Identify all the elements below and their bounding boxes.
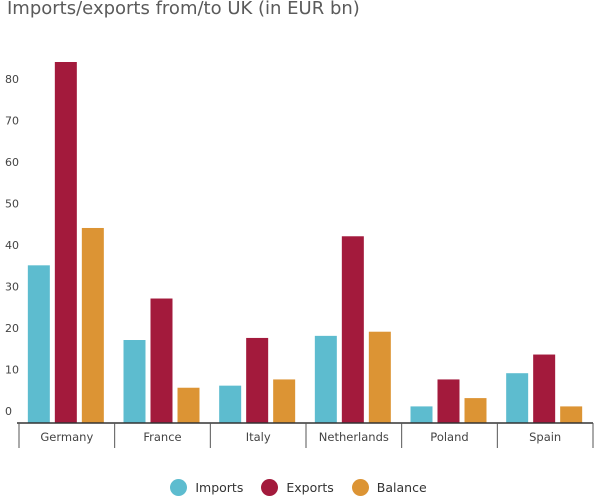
x-tick-label: Spain <box>529 430 561 444</box>
legend-label: Imports <box>195 479 244 495</box>
bar-balance-poland <box>464 398 487 423</box>
y-tick-label: 20 <box>5 322 19 335</box>
y-axis-ticks: 0 10 20 30 40 50 60 70 80 <box>5 73 19 418</box>
bar-imports-netherlands <box>314 335 337 423</box>
x-tick-label: Netherlands <box>319 430 389 444</box>
legend-label: Balance <box>376 479 427 495</box>
y-tick-label: 0 <box>5 405 12 418</box>
y-tick-label: 80 <box>5 73 19 86</box>
bar-balance-netherlands <box>368 331 391 423</box>
legend-swatch <box>170 478 188 496</box>
bar-imports-poland <box>410 406 433 423</box>
chart-title: Imports/exports from/to UK (in EUR bn) <box>7 0 360 19</box>
bar-exports-spain <box>533 354 556 423</box>
y-tick-label: 50 <box>5 198 19 211</box>
bar-imports-france <box>123 340 146 423</box>
y-tick-label: 30 <box>5 281 19 294</box>
bar-balance-germany <box>81 227 104 423</box>
legend-item-exports: Exports <box>261 478 334 496</box>
bar-exports-france <box>150 298 173 423</box>
legend-item-balance: Balance <box>351 478 427 496</box>
x-tick-label: France <box>143 430 181 444</box>
legend-item-imports: Imports <box>170 478 244 496</box>
x-axis: Germany France Italy Netherlands Poland Spain <box>17 422 594 448</box>
x-tick-label: Poland <box>430 430 468 444</box>
y-tick-label: 10 <box>5 364 19 377</box>
y-tick-label: 60 <box>5 156 19 169</box>
bar-chart: 0 10 20 30 40 50 60 70 80 Germany France Italy Neth… <box>5 62 594 448</box>
legend: Imports Exports Balance <box>0 476 597 498</box>
bar-exports-netherlands <box>341 236 364 423</box>
bar-balance-spain <box>560 406 583 423</box>
y-tick-label: 70 <box>5 115 19 128</box>
bar-imports-germany <box>27 265 50 423</box>
bars <box>27 62 583 423</box>
bar-imports-italy <box>219 385 242 423</box>
legend-label: Exports <box>286 479 334 495</box>
legend-swatch <box>261 478 279 496</box>
bar-balance-france <box>177 387 200 423</box>
y-tick-label: 40 <box>5 239 19 252</box>
x-tick-label: Germany <box>40 430 93 444</box>
bar-exports-germany <box>54 62 77 423</box>
bar-exports-italy <box>246 337 269 423</box>
legend-swatch <box>351 478 369 496</box>
bar-exports-poland <box>437 379 460 423</box>
bar-imports-spain <box>506 373 529 423</box>
x-tick-label: Italy <box>246 430 271 444</box>
bar-balance-italy <box>273 379 296 423</box>
